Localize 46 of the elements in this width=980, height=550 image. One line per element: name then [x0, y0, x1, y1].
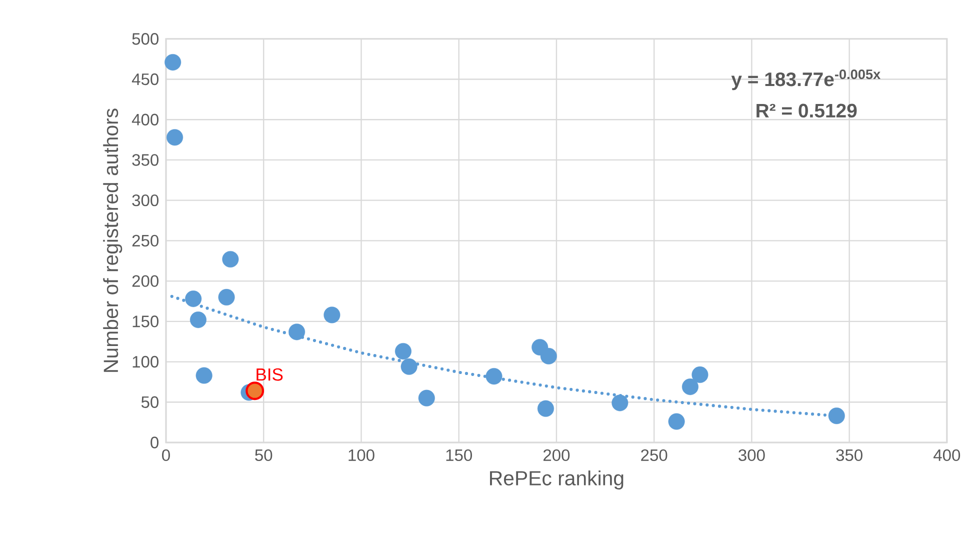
point [828, 407, 845, 424]
y-tick-label: 450 [132, 73, 158, 85]
y-tick-label: 250 [132, 234, 158, 246]
point [324, 306, 340, 324]
y-tick-label: 200 [132, 274, 158, 287]
x-axis-title: RePEc ranking [490, 470, 624, 490]
x-tick-label: 400 [934, 449, 960, 461]
x-tick-label: 50 [255, 449, 272, 461]
point [288, 323, 306, 340]
x-tick-label: 0 [162, 449, 170, 461]
point [218, 288, 235, 306]
x-tick-label: 100 [348, 449, 374, 461]
x-tick-label: 200 [543, 449, 570, 461]
y-tick-label: 500 [132, 32, 158, 45]
point [612, 394, 628, 411]
y-tick-label: 400 [132, 114, 158, 126]
y-tick-label: 350 [132, 154, 158, 166]
point [400, 358, 418, 375]
y-tick-label: 300 [132, 194, 158, 206]
point [692, 366, 708, 383]
y-tick-label: 100 [132, 356, 158, 368]
point [222, 250, 239, 268]
y-tick-label: 50 [141, 396, 158, 408]
y-axis-title: Number of registered authors [103, 108, 122, 372]
point [394, 342, 412, 360]
point [486, 368, 502, 384]
point [190, 311, 206, 328]
point [682, 378, 698, 395]
y-tick-label: 0 [150, 436, 158, 448]
annotation: y = 183.77e$^{-0.005x}$ [731, 69, 881, 90]
annotation: R² = 0.5129 [756, 104, 857, 118]
point [418, 390, 435, 406]
point [185, 290, 202, 307]
x-tick-label: 250 [641, 449, 668, 461]
point [668, 413, 685, 430]
point [196, 367, 212, 384]
point [540, 348, 557, 364]
x-tick-label: 350 [836, 449, 862, 461]
x-tick-label: 300 [738, 449, 765, 461]
point [537, 400, 554, 417]
y-tick-label: 150 [132, 315, 158, 328]
x-tick-label: 150 [446, 449, 472, 461]
point [166, 128, 184, 146]
point [164, 54, 182, 70]
point [246, 381, 264, 400]
annotation: BIS [256, 368, 283, 381]
